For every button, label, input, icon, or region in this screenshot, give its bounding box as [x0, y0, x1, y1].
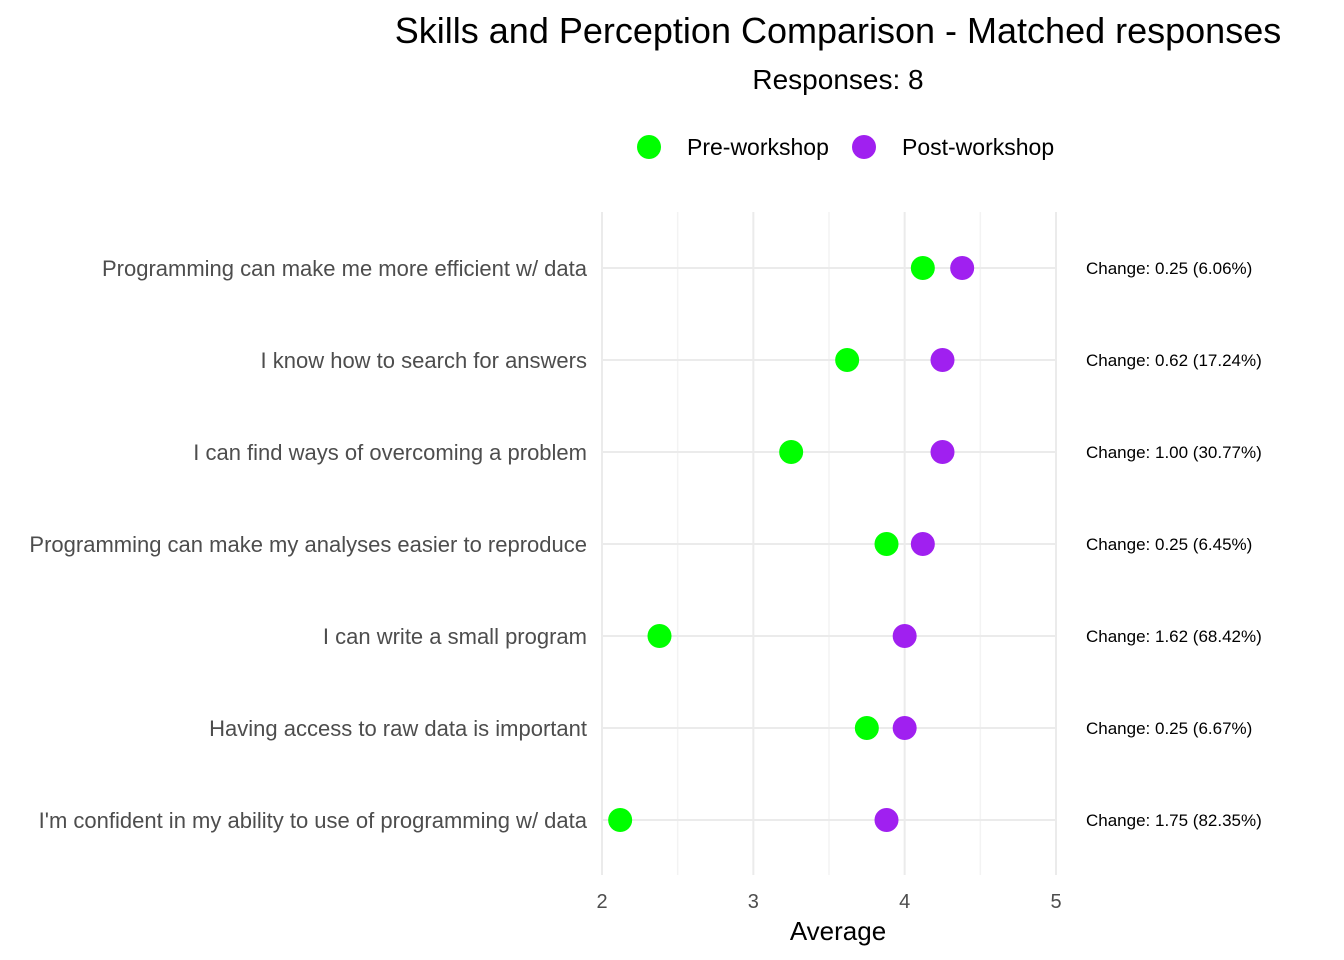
- category-label: Programming can make my analyses easier …: [29, 532, 587, 557]
- pre-workshop-point: [779, 440, 804, 464]
- change-annotations: Change: 0.25 (6.06%) Change: 0.62 (17.24%…: [1086, 259, 1262, 830]
- post-workshop-point: [930, 440, 955, 464]
- legend-marker-pre: [637, 135, 661, 159]
- grid: [601, 212, 1057, 875]
- x-axis-ticks: 2 3 4 5: [596, 891, 1061, 913]
- category-label: I can find ways of overcoming a problem: [193, 440, 587, 465]
- category-label: I can write a small program: [323, 624, 587, 649]
- change-label: Change: 0.25 (6.06%): [1086, 259, 1252, 278]
- chart-subtitle: Responses: 8: [752, 64, 923, 95]
- post-workshop-point: [910, 532, 935, 556]
- x-tick-label: 3: [748, 891, 759, 913]
- x-axis-title: Average: [790, 916, 886, 946]
- post-workshop-point: [892, 624, 917, 648]
- x-tick-label: 5: [1050, 891, 1061, 913]
- y-axis-labels: Programming can make me more efficient w…: [29, 256, 587, 833]
- chart-title: Skills and Perception Comparison - Match…: [395, 10, 1281, 51]
- post-workshop-point: [874, 808, 899, 832]
- category-label: I'm confident in my ability to use of pr…: [39, 808, 588, 833]
- category-label: Programming can make me more efficient w…: [102, 256, 588, 281]
- legend-label-post: Post-workshop: [902, 134, 1054, 160]
- data-points: [608, 256, 975, 832]
- x-tick-label: 2: [596, 891, 607, 913]
- change-label: Change: 0.25 (6.45%): [1086, 535, 1252, 554]
- pre-workshop-point: [910, 256, 935, 280]
- pre-workshop-point: [647, 624, 672, 648]
- change-label: Change: 0.25 (6.67%): [1086, 719, 1252, 738]
- pre-workshop-point: [874, 532, 899, 556]
- legend-label-pre: Pre-workshop: [687, 134, 829, 160]
- pre-workshop-point: [608, 808, 633, 832]
- category-label: Having access to raw data is important: [209, 716, 587, 741]
- post-workshop-point: [930, 348, 955, 372]
- change-label: Change: 1.62 (68.42%): [1086, 627, 1262, 646]
- legend-marker-post: [852, 135, 876, 159]
- change-label: Change: 1.00 (30.77%): [1086, 443, 1262, 462]
- post-workshop-point: [950, 256, 975, 280]
- change-label: Change: 1.75 (82.35%): [1086, 811, 1262, 830]
- change-label: Change: 0.62 (17.24%): [1086, 351, 1262, 370]
- pre-workshop-point: [835, 348, 860, 372]
- legend: Pre-workshop Post-workshop: [637, 134, 1054, 160]
- x-tick-label: 4: [899, 891, 910, 913]
- category-label: I know how to search for answers: [261, 348, 587, 373]
- post-workshop-point: [892, 716, 917, 740]
- pre-workshop-point: [854, 716, 879, 740]
